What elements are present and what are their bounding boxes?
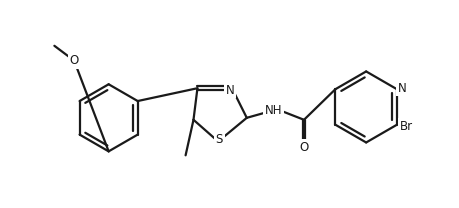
Text: S: S (215, 133, 222, 146)
Text: NH: NH (264, 104, 281, 117)
Text: O: O (299, 141, 308, 154)
Text: O: O (69, 54, 78, 67)
Text: N: N (397, 82, 405, 95)
Text: Br: Br (399, 120, 413, 133)
Text: N: N (225, 84, 234, 97)
